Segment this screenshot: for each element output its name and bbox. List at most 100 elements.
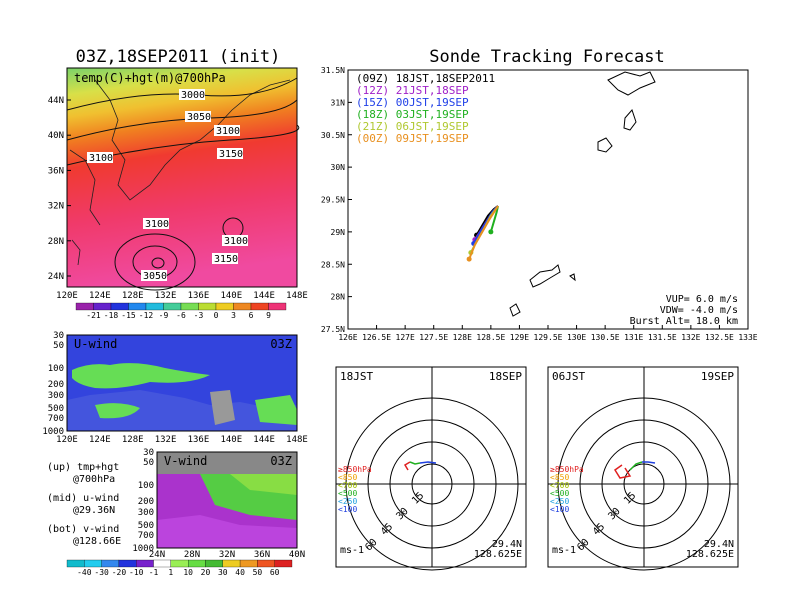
legend-entry: (15Z) 00JST,19SEP [356, 96, 469, 109]
v-wind-frame [156, 451, 298, 549]
island-outline [529, 264, 561, 288]
colorbar-tick-label: 20 [201, 568, 211, 577]
temp-map-frame [66, 67, 298, 288]
lon-tick-label: 148E [286, 435, 308, 445]
lon-tick-label: 148E [286, 291, 308, 301]
lon-tick-label: 131E [624, 333, 643, 342]
v-wind-label: V-wind [164, 454, 207, 468]
u-wind-label: U-wind [74, 337, 117, 351]
colorbar-tick-label: -20 [112, 568, 127, 577]
island-outline [569, 273, 576, 282]
v-wind-region [157, 515, 297, 548]
colorbar-tick-label: 60 [270, 568, 280, 577]
lon-tick-label: 144E [253, 291, 275, 301]
track-line [489, 205, 499, 233]
island-outline [597, 137, 613, 153]
lat-tick-label: 44N [48, 96, 64, 106]
hodograph-time: 18JST [340, 370, 373, 383]
colorbar-swatch [66, 559, 85, 568]
lon-tick-label: 129.5E [534, 333, 563, 342]
hodograph-lon: 128.625E [686, 549, 734, 560]
note-line: (bot) v-wind [47, 524, 119, 535]
level-tick-label: 30 [143, 448, 154, 458]
hodograph-unit: ms-1 [340, 545, 364, 556]
lon-tick-label: 128E [453, 333, 472, 342]
tracking-map-frame [347, 69, 749, 330]
note-line: (mid) u-wind [47, 493, 119, 504]
colorbar-tick-label: 30 [218, 568, 228, 577]
contour-label: 3100 [216, 126, 240, 137]
u-wind-region [72, 363, 210, 389]
u-wind-region [255, 395, 297, 425]
level-tick-label: 500 [48, 404, 64, 414]
lon-tick-label: 129E [510, 333, 529, 342]
colorbar-swatch [222, 559, 241, 568]
lon-tick-label: 126E [338, 333, 357, 342]
colorbar-tick-label: -15 [121, 311, 136, 320]
lon-tick-label: 127E [396, 333, 415, 342]
hodograph-trace [613, 464, 632, 479]
colorbar-swatch [257, 559, 275, 568]
colorbar-swatch [205, 559, 223, 568]
colorbar-swatch [128, 302, 147, 311]
temp-map: temp(C)+hgt(m)@700hPa 3000 3050 3100 315… [66, 67, 300, 291]
lat-tick-label: 36N [48, 166, 64, 176]
level-tick-label: 50 [143, 458, 154, 468]
hodograph-trace [642, 461, 656, 464]
hodograph-lat: 29.4N [704, 539, 734, 550]
level-tick-label: 200 [48, 380, 64, 390]
hodo-level-legend: <250 [550, 497, 569, 506]
note-line: @29.36N [73, 505, 115, 516]
colorbar-tick-label: -6 [176, 311, 186, 320]
lat-tick-label: 27.5N [321, 325, 345, 334]
colorbar-tick-label: -3 [194, 311, 204, 320]
colorbar-tick-label: -18 [104, 311, 119, 320]
level-tick-label: 700 [138, 531, 154, 541]
colorbar-tick-label: -9 [159, 311, 169, 320]
contour-label: 3050 [187, 112, 211, 123]
lat-tick-label: 28N [331, 293, 346, 302]
colorbar-tick-label: -30 [94, 568, 109, 577]
param-vup: VUP= 6.0 m/s [666, 294, 738, 305]
legend-notes: (up) tmp+hgt @700hPa (mid) u-wind @29.36… [47, 462, 121, 547]
level-tick-label: 300 [138, 508, 154, 518]
level-tick-label: 1000 [42, 427, 64, 437]
v-wind-region [157, 452, 297, 474]
colorbar-tick-label: -10 [129, 568, 144, 577]
lat-tick-label: 28N [184, 550, 200, 560]
lon-tick-label: 132E [155, 435, 177, 445]
tracking-map [347, 69, 749, 330]
note-line: @700hPa [73, 474, 115, 485]
v-wind-time: 03Z [270, 454, 292, 468]
colorbar-tick-label: -1 [149, 568, 159, 577]
level-tick-label: 200 [138, 497, 154, 507]
hodo-level-legend: <100 [338, 505, 357, 514]
colorbar-swatch [198, 302, 217, 311]
lat-tick-label: 31.5N [321, 66, 345, 75]
lon-tick-label: 131.5E [648, 333, 677, 342]
lon-tick-label: 132E [155, 291, 177, 301]
level-tick-label: 1000 [132, 544, 154, 554]
lon-tick-label: 140E [220, 435, 242, 445]
lat-tick-label: 30.5N [321, 131, 345, 140]
temp-map-lat-ticks: 44N 40N 36N 32N 28N 24N [48, 96, 71, 282]
colorbar-tick-label: 10 [183, 568, 193, 577]
coastline-china [69, 149, 101, 226]
hodo-level-legend: ≥850hPa [550, 465, 584, 474]
colorbar-swatch [118, 559, 137, 568]
hodograph-left: 18JST 18SEP29.4N128.625Ems-115304560≥850h… [335, 366, 527, 571]
contour-label: 3000 [181, 90, 205, 101]
main-title: Sonde Tracking Forecast [429, 47, 664, 67]
colorbar-tick-label: -40 [77, 568, 92, 577]
hodo-level-legend: <700 [550, 481, 569, 490]
main-legend: (09Z) 18JST,18SEP2011(12Z) 21JST,18SEP(1… [356, 72, 495, 145]
hodo-level-legend: <700 [338, 481, 357, 490]
colorbar-swatch [170, 559, 189, 568]
lon-tick-label: 130E [567, 333, 586, 342]
lon-tick-label: 128E [122, 435, 144, 445]
colorbar-tick-label: -12 [139, 311, 154, 320]
hodograph-trace [403, 461, 411, 471]
u-wind-region [95, 403, 140, 419]
